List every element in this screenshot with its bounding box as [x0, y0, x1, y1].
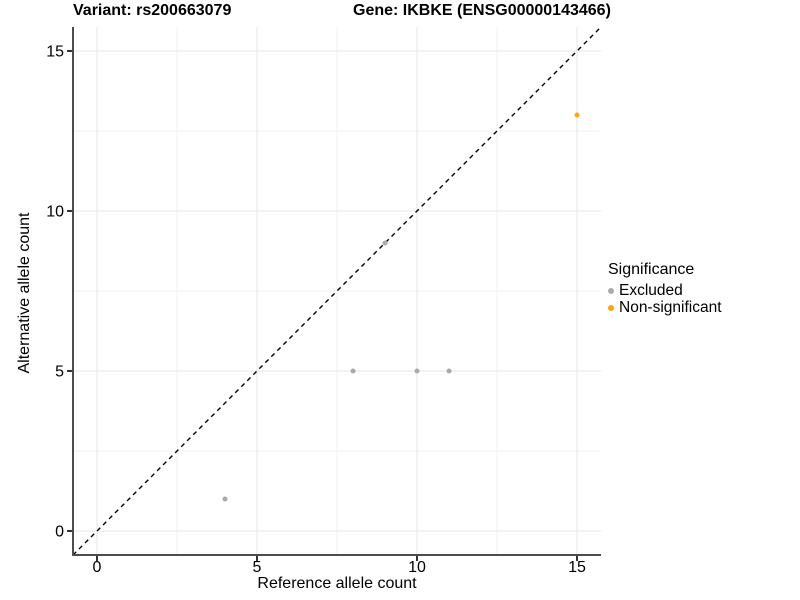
legend-item-label: Excluded — [619, 282, 683, 299]
data-point-excluded — [446, 368, 452, 374]
y-tick-label: 10 — [46, 204, 64, 221]
identity-line — [72, 26, 602, 556]
legend-dot-icon — [608, 287, 614, 294]
x-tick-label: 0 — [93, 559, 102, 576]
x-axis-title: Reference allele count — [257, 575, 417, 592]
legend-items: Excluded Non-significant — [608, 282, 722, 316]
x-tick-label: 15 — [568, 559, 586, 576]
y-tick-label: 0 — [55, 524, 64, 541]
legend-item-non-significant: Non-significant — [608, 299, 722, 316]
data-point-non-significant — [574, 112, 580, 118]
x-tick-label: 10 — [408, 559, 426, 576]
legend-title: Significance — [608, 261, 695, 278]
data-point-excluded — [414, 368, 420, 374]
data-point-excluded — [222, 496, 228, 502]
legend-item-label: Non-significant — [619, 299, 722, 316]
x-tick-label: 5 — [253, 559, 262, 576]
y-axis-title: Alternative allele count — [16, 212, 33, 374]
y-tick-label: 15 — [46, 44, 64, 61]
plot-title-variant: Variant: rs200663079 — [73, 2, 232, 19]
data-point-excluded — [382, 240, 388, 246]
legend: Significance Excluded Non-significant — [608, 261, 722, 316]
legend-dot-icon — [608, 304, 614, 311]
plot-title-gene: Gene: IKBKE (ENSG00000143466) — [353, 2, 611, 19]
data-point-excluded — [350, 368, 356, 374]
y-tick-label: 5 — [55, 364, 64, 381]
legend-item-excluded: Excluded — [608, 282, 722, 299]
